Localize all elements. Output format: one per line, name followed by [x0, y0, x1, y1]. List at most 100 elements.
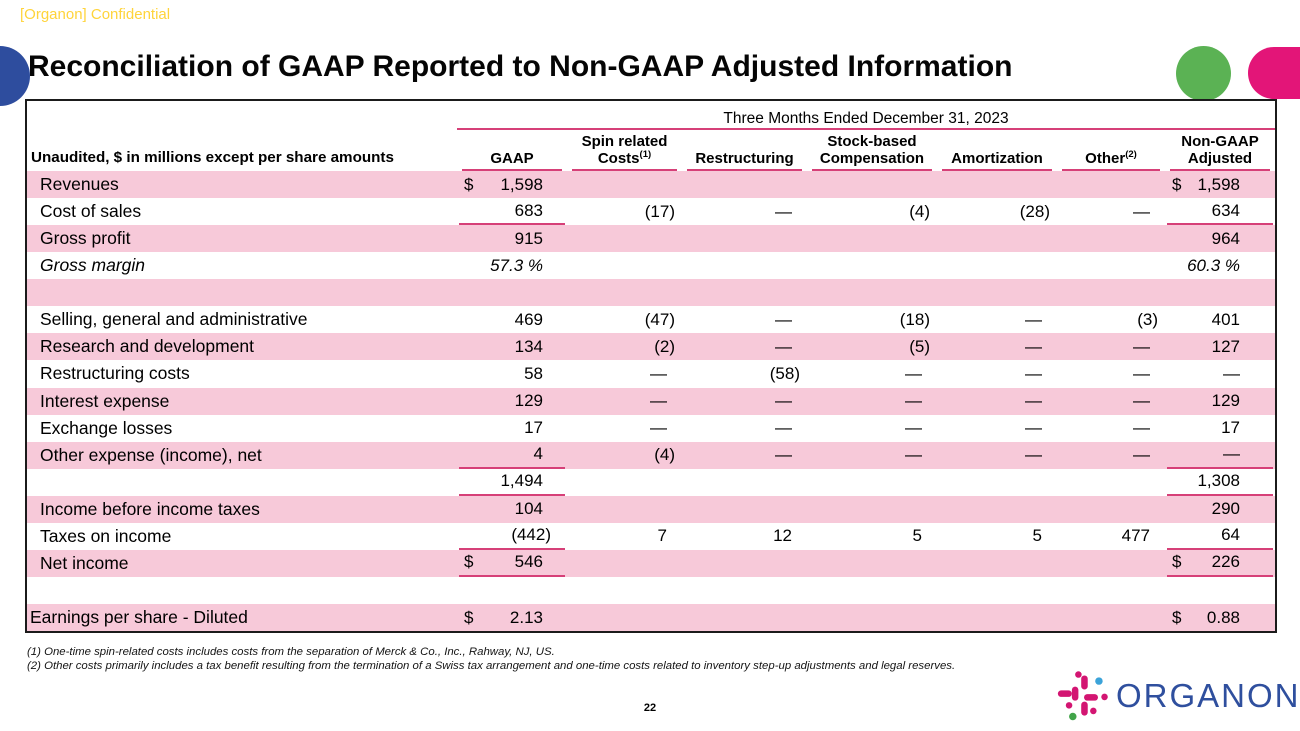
table-cell: 127 [1165, 333, 1275, 360]
cell-value: 129 [514, 391, 543, 411]
table-cell: — [682, 388, 807, 415]
table-cell: 634 [1165, 198, 1275, 226]
row-label: Interest expense [40, 390, 170, 411]
table-cell: — [1165, 442, 1275, 469]
dollar-sign: $ [464, 552, 474, 572]
table-cell [1057, 577, 1165, 604]
table-cell [567, 469, 682, 496]
cell-value: 129 [1211, 391, 1240, 411]
table-cell [937, 604, 1057, 631]
table-cell [1057, 171, 1165, 198]
table-cell [457, 577, 567, 604]
cell-value: — [1025, 309, 1042, 329]
table-cell: $0.88 [1165, 604, 1275, 631]
cell-value: — [905, 391, 922, 411]
table-cell [682, 469, 807, 496]
table-row: Gross profit 915 964 [27, 225, 1275, 253]
table-row: 1,494 1,308 [27, 468, 1275, 496]
table-cell [1057, 252, 1165, 279]
table-cell [682, 496, 807, 523]
cell-value: 226 [1211, 552, 1240, 572]
table-cell: 129 [457, 388, 567, 415]
table-cell: 104 [457, 496, 567, 523]
table-cell [1057, 496, 1165, 523]
cell-value: (442) [511, 525, 551, 545]
table-cell [682, 252, 807, 279]
table-cell [937, 225, 1057, 252]
organon-logo-mark [1057, 671, 1108, 721]
cell-value: 1,308 [1197, 471, 1240, 491]
table-cell: 17 [1165, 415, 1275, 442]
table-cell: 915 [457, 225, 567, 252]
row-label: Net income [40, 552, 129, 573]
cell-value: 964 [1211, 228, 1240, 248]
table-cell [1057, 279, 1165, 306]
cell-value: 57.3 % [490, 255, 543, 275]
table-cell [567, 496, 682, 523]
table-cell: — [937, 415, 1057, 442]
table-cell [1165, 279, 1275, 306]
cell-value: 5 [1032, 526, 1042, 546]
row-label: Research and development [40, 336, 255, 357]
cell-value: 290 [1211, 499, 1240, 519]
table-cell: 129 [1165, 388, 1275, 415]
table-row: Income before income taxes 104 290 [27, 495, 1275, 523]
table-cell [567, 171, 682, 198]
row-label: Earnings per share - Diluted [30, 607, 248, 628]
table-cell: (442) [457, 523, 567, 550]
table-cell: $1,598 [1165, 171, 1275, 198]
table-cell [682, 577, 807, 604]
table-cell: — [1057, 198, 1165, 225]
span-header: Three Months Ended December 31, 2023 [457, 110, 1275, 130]
table-cell: (28) [937, 198, 1057, 225]
table-cell [937, 279, 1057, 306]
table-cell [807, 171, 937, 198]
column-header-amortization: Amortization [937, 130, 1057, 171]
cell-value: 1,494 [500, 471, 543, 491]
table-row: Restructuring costs 58 — (58) — — — — [27, 360, 1275, 388]
table-cell: — [807, 415, 937, 442]
table-cell: 469 [457, 306, 567, 333]
blue-halfcircle-decoration [0, 46, 30, 106]
table-row: Cost of sales 683 (17) — (4) (28) — 634 [27, 198, 1275, 226]
cell-value: 60.3 % [1187, 255, 1240, 275]
table-cell: — [567, 388, 682, 415]
table-cell: — [1057, 442, 1165, 469]
table-label-header: Unaudited, $ in millions except per shar… [31, 149, 394, 166]
cell-value: 0.88 [1206, 607, 1240, 627]
cell-value: (58) [769, 363, 800, 383]
span-header-row: Three Months Ended December 31, 2023 [27, 101, 1275, 130]
table-cell [807, 550, 937, 577]
cell-value: 17 [1221, 418, 1240, 438]
cell-value: — [1133, 201, 1150, 221]
organon-wordmark: ORGANON [1116, 677, 1300, 714]
dollar-sign: $ [1172, 607, 1182, 627]
row-label [27, 577, 457, 604]
column-header-stock-based-compensation: Stock-based Compensation [807, 130, 937, 171]
cell-value: 134 [514, 336, 543, 356]
table-cell: — [937, 360, 1057, 387]
cell-value: 469 [514, 309, 543, 329]
cell-value: — [1133, 391, 1150, 411]
table-cell [937, 469, 1057, 496]
table-cell: 57.3 % [457, 252, 567, 279]
table-cell [807, 577, 937, 604]
cell-value: — [1223, 444, 1240, 464]
table-cell: (58) [682, 360, 807, 387]
table-row: Other expense (income), net 4 (4) — — — — — [27, 441, 1275, 469]
table-row: Gross margin 57.3 % 60.3 % [27, 252, 1275, 280]
cell-value: — [1025, 391, 1042, 411]
table-cell [807, 279, 937, 306]
cell-value: — [1223, 363, 1240, 383]
cell-value: 5 [912, 526, 922, 546]
table-cell [807, 496, 937, 523]
table-cell: 1,308 [1165, 469, 1275, 496]
row-label [27, 469, 457, 496]
cell-value: — [1025, 336, 1042, 356]
cell-value: — [775, 418, 792, 438]
cell-value: — [650, 363, 667, 383]
footnotes: (1) One-time spin-related costs includes… [27, 646, 955, 674]
footnote-1: (1) One-time spin-related costs includes… [27, 646, 555, 658]
cell-value: 634 [1211, 200, 1240, 220]
table-cell: — [937, 306, 1057, 333]
